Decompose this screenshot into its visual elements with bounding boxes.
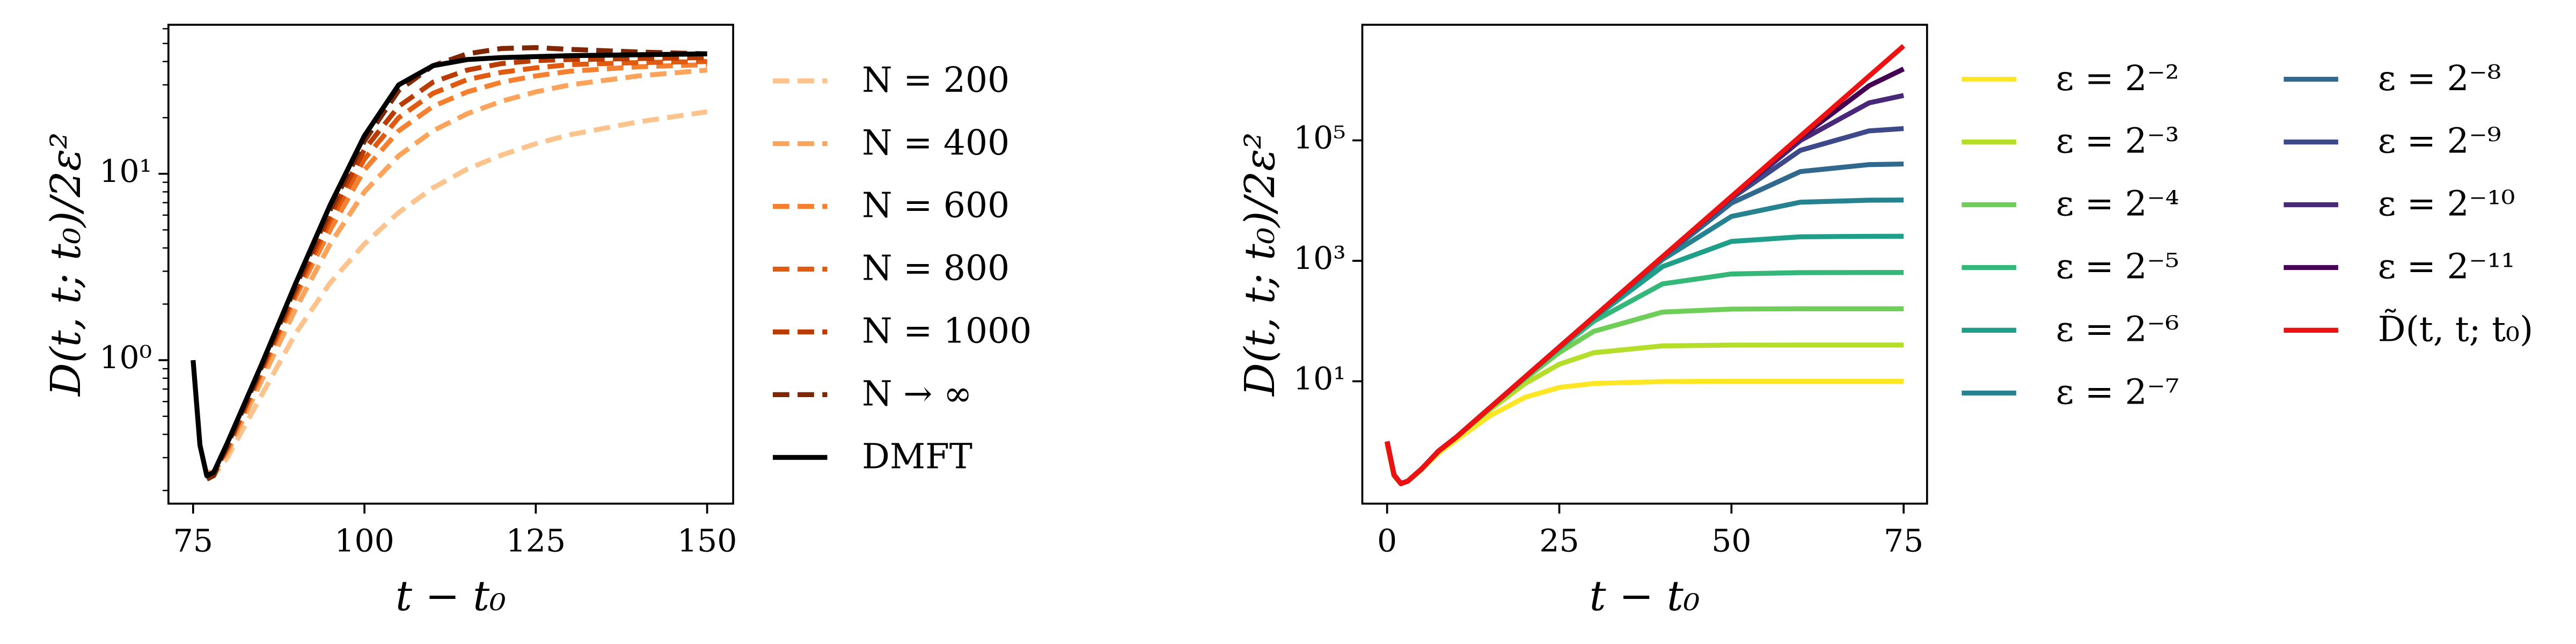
y-axis-label: D(t, t; t₀)/2ε²	[1236, 133, 1284, 397]
x-tick-label: 75	[1884, 522, 1923, 559]
y-tick-label: 10¹	[99, 153, 152, 189]
x-axis-label: t − t₀	[396, 573, 506, 620]
legend-label: N = 600	[862, 186, 1009, 226]
data-line	[1385, 270, 1904, 486]
data-line	[207, 109, 708, 479]
data-line	[191, 51, 707, 479]
legend-label: D̃(t, t; t₀)	[2378, 309, 2533, 350]
data-line	[1385, 306, 1904, 486]
data-line	[1385, 342, 1904, 486]
y-tick-label: 10³	[1293, 240, 1346, 276]
x-tick-label: 75	[173, 522, 213, 559]
y-tick-label: 10¹	[1293, 360, 1346, 397]
legend-label: ε = 2⁻⁶	[2056, 309, 2179, 349]
data-line	[207, 67, 708, 475]
data-line	[206, 62, 707, 478]
y-tick-label: 10⁰	[99, 339, 152, 376]
legend-label: ε = 2⁻⁸	[2378, 58, 2501, 99]
x-axis-label: t − t₀	[1590, 573, 1700, 620]
x-tick-label: 25	[1539, 522, 1579, 559]
legend-label: N → ∞	[862, 374, 972, 414]
y-axis-label: D(t, t; t₀)/2ε²	[42, 133, 90, 397]
legend-label: ε = 2⁻²	[2056, 58, 2179, 99]
y-tick-label: 10⁵	[1293, 120, 1346, 156]
data-line	[1385, 197, 1904, 486]
legend-label: ε = 2⁻⁵	[2056, 247, 2179, 287]
plot-frame	[167, 24, 734, 505]
legend-label: ε = 2⁻⁹	[2378, 121, 2501, 162]
legend-label: DMFT	[862, 436, 972, 477]
x-tick-label: 50	[1711, 522, 1751, 559]
plot-frame	[1361, 24, 1928, 505]
legend-label: N = 200	[862, 60, 1009, 100]
data-line	[1385, 93, 1905, 486]
legend-label: ε = 2⁻¹⁰	[2378, 184, 2515, 224]
legend-label: N = 400	[862, 123, 1009, 163]
legend-label: ε = 2⁻¹¹	[2378, 247, 2515, 287]
x-tick-label: 100	[334, 522, 394, 559]
legend-label: ε = 2⁻³	[2056, 121, 2179, 162]
data-line	[206, 45, 707, 481]
x-tick-label: 150	[677, 522, 737, 559]
data-line	[1385, 44, 1906, 486]
legend-label: N = 1000	[862, 311, 1031, 352]
legend-label: N = 800	[862, 248, 1009, 289]
legend-label: ε = 2⁻⁴	[2056, 184, 2179, 224]
x-tick-label: 125	[506, 522, 566, 559]
data-line	[206, 55, 707, 478]
x-tick-label: 0	[1377, 522, 1397, 559]
legend-label: ε = 2⁻⁷	[2056, 372, 2179, 412]
